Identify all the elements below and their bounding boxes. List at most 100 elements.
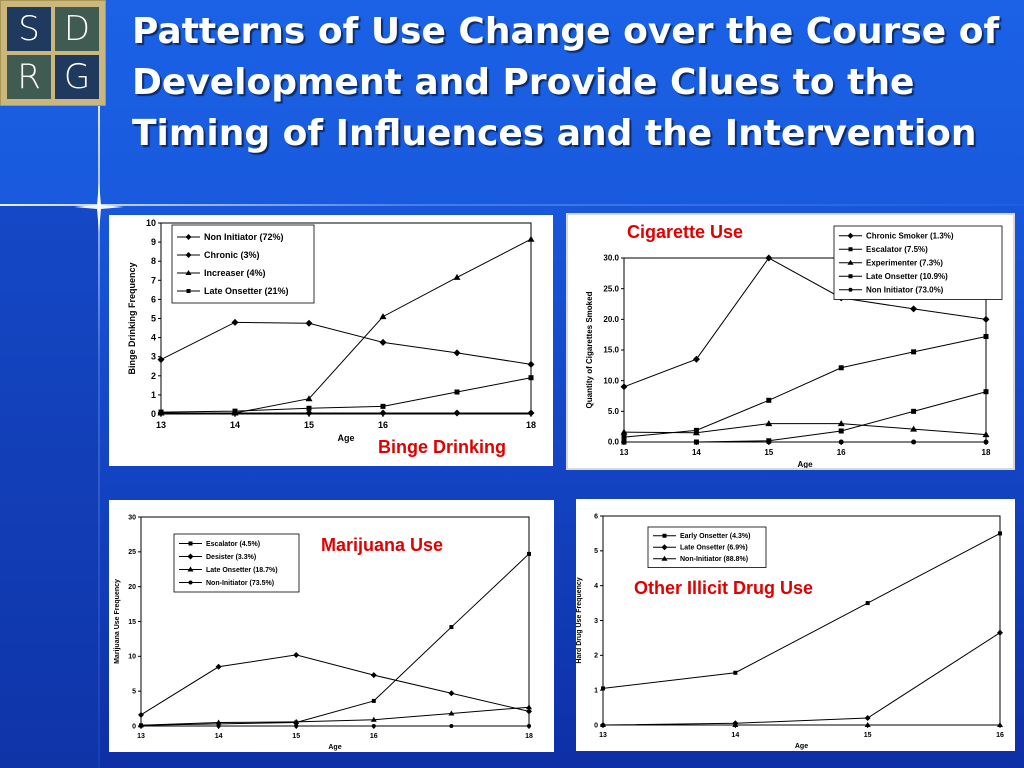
data-point [215,663,222,670]
y-tick-label: 2 [151,371,156,381]
sdrg-logo: S D R G [0,0,106,106]
data-point [601,686,605,691]
series-non-initiator-73-0 [621,439,989,445]
x-tick-label: 16 [370,733,378,740]
y-tick-label: 15 [128,619,136,626]
series-line [623,336,987,438]
x-tick-label: 16 [378,420,388,430]
series-line [623,423,987,436]
marijuana-use-label: Marijuana Use [321,535,444,555]
legend-label: Late Onsetter (21%) [204,286,289,296]
legend-marker [186,289,191,293]
marijuana-chart: 0 5 10 15 20 25 30 13 14 15 16 18 Age Marijuana Use F… [114,514,533,751]
series-line [140,654,530,716]
data-point [370,672,377,679]
data-point [837,420,845,427]
series-line [140,706,530,726]
y-axis-label: Hard Drug Use Frequency [576,577,583,663]
data-point [620,383,628,391]
x-tick-label: 18 [526,420,536,430]
legend-label: Late Onsetter (6.9%) [680,545,748,552]
x-tick-label: 18 [525,733,533,740]
data-point [379,313,387,320]
illicit-drug-use-label: Other Illicit Drug Use [634,578,814,598]
y-tick-label: 1 [594,688,598,695]
data-point [983,389,989,395]
data-point [379,409,387,417]
y-tick-label: 6 [151,294,156,304]
data-point [998,531,1002,536]
y-tick-label: 25 [128,549,136,556]
legend-label: Non Initiator (73.0%) [866,285,944,294]
y-tick-label: 0 [132,723,136,730]
y-tick-label: 30 [128,514,136,521]
data-point [997,722,1003,727]
legend-marker [661,555,668,561]
data-point [621,434,627,440]
x-tick-label: 13 [620,448,629,457]
x-tick-label: 16 [837,448,846,457]
binge-drinking-label: Binge Drinking [378,437,507,457]
data-point [453,349,461,357]
legend-label: Desister (3.3%) [206,554,256,561]
series-desister-3-3 [138,651,532,718]
binge-drinking-panel: 0 1 2 3 4 5 6 7 8 9 10 13 14 15 16 18 Age Binge Drinking … [109,215,553,466]
data-point [216,724,221,728]
data-point [600,722,606,727]
data-point [293,718,300,724]
x-tick-label: 13 [137,733,145,740]
data-point [527,409,535,417]
x-tick-label: 13 [156,420,166,430]
legend-marker [661,544,668,551]
legend: Early Onsetter (4.3%) Late Onsetter (6.9%… [647,526,767,568]
y-tick-label: 20 [128,584,136,591]
x-axis-label: Age [795,743,808,750]
legend-label: Experimenter (7.3%) [866,258,943,267]
logo-letter-g: G [55,55,99,99]
series-chronic-3 [157,318,535,368]
data-point [448,710,455,716]
data-point [692,429,700,436]
data-point [379,338,387,346]
data-point [231,318,239,326]
legend-label: Increaser (4%) [204,268,266,278]
y-tick-label: 10.0 [603,376,619,385]
y-tick-label: 5 [594,548,598,555]
marijuana-use-panel: 0 5 10 15 20 25 30 13 14 15 16 18 Age Marijuana Use F… [109,500,554,752]
x-tick-label: 14 [731,732,739,739]
y-tick-label: 8 [151,256,156,266]
data-point [838,365,844,371]
data-point [864,722,871,727]
legend-marker [187,553,194,560]
y-tick-label: 3 [151,352,156,362]
cigarette-use-label: Cigarette Use [627,222,744,242]
logo-letter-s: S [7,7,51,51]
data-point [453,273,461,280]
legend-marker [848,247,853,252]
data-point [527,551,531,556]
x-tick-label: 14 [230,420,240,430]
data-point [305,395,313,402]
legend-label: Late Onsetter (10.9%) [866,272,948,281]
y-tick-label: 6 [594,513,598,520]
data-point [448,690,455,697]
x-tick-label: 15 [864,732,872,739]
data-point [997,629,1003,636]
y-tick-label: 1 [151,390,156,400]
series-line [602,532,1001,689]
legend-marker [848,287,853,292]
legend-label: Early Onsetter (4.3%) [680,533,750,540]
data-point [910,425,918,432]
data-point [527,360,535,368]
y-tick-label: 20.0 [603,315,619,324]
y-tick-label: 7 [151,275,156,285]
illicit-chart: 0 1 2 3 4 5 6 13 14 15 16 Age Hard Drug Use Frequenc… [576,513,1004,750]
x-tick-label: 13 [599,732,607,739]
data-point [983,334,989,340]
divider-vertical [98,100,100,768]
y-tick-label: 4 [594,583,598,590]
legend-marker [188,580,193,585]
legend-label: Chronic Smoker (1.3%) [866,231,954,240]
data-point [528,375,534,381]
logo-letter-r: R [7,55,51,99]
